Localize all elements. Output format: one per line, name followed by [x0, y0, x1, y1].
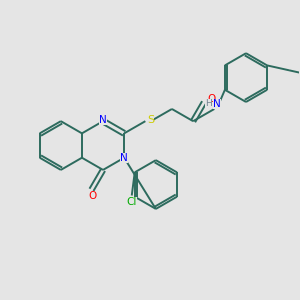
Text: H: H: [205, 99, 212, 108]
Text: O: O: [88, 191, 97, 201]
Text: S: S: [147, 115, 154, 125]
Text: N: N: [99, 115, 107, 125]
Text: O: O: [207, 94, 216, 104]
Text: N: N: [120, 153, 128, 163]
Text: Cl: Cl: [127, 197, 137, 207]
Text: N: N: [213, 99, 220, 109]
